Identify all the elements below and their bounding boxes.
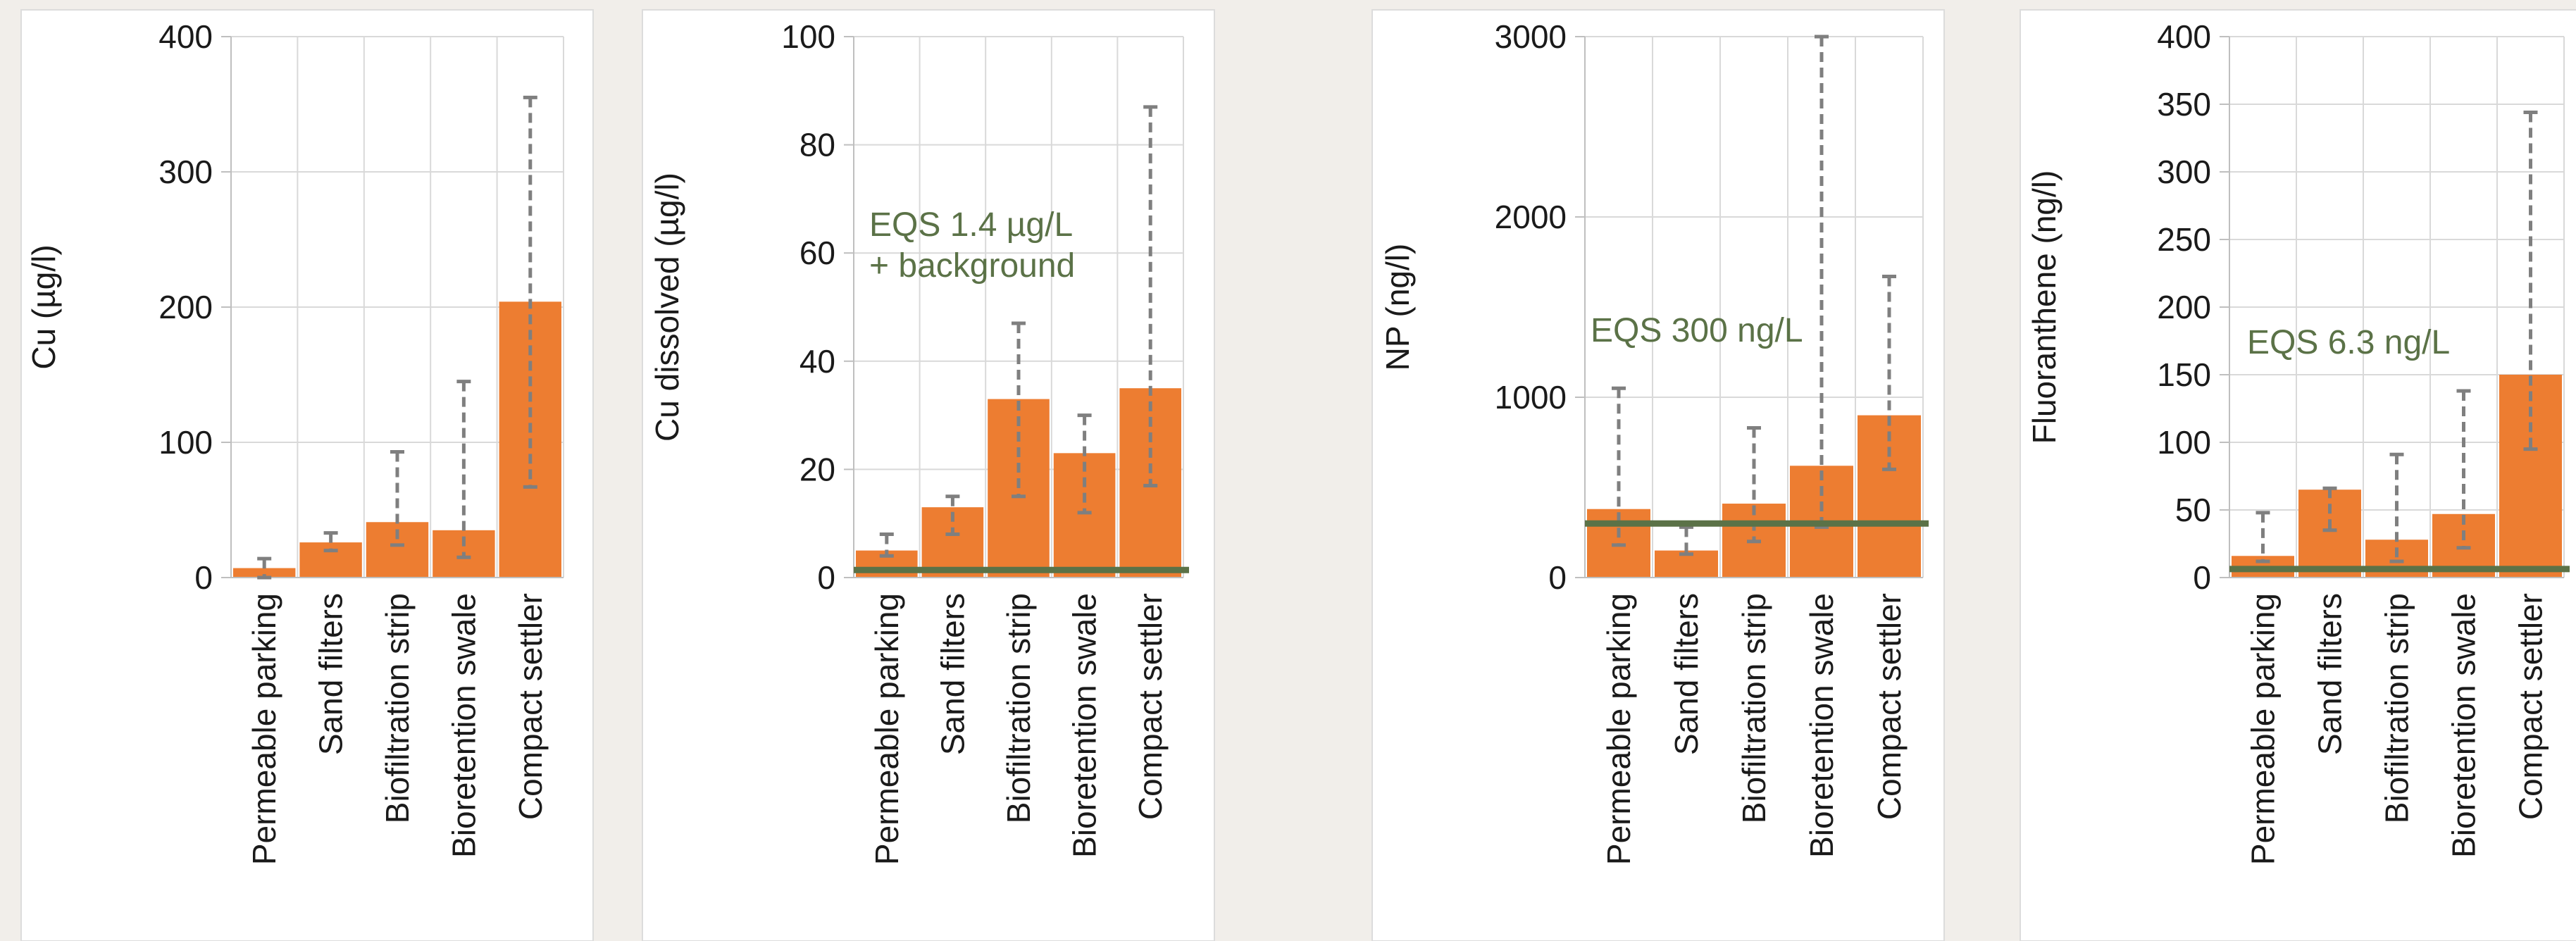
bar <box>2298 490 2361 578</box>
x-category-label: Compact settler <box>512 593 549 820</box>
bar <box>2499 375 2562 578</box>
x-category-label: Biofiltration strip <box>379 593 416 823</box>
y-tick-label: 0 <box>2193 559 2211 596</box>
chart-panel-1: 0 100 200 300 400 Cu (µg/l) Permeable parking S… <box>20 9 594 941</box>
y-tick-label: 50 <box>2175 492 2211 528</box>
x-category-label: Compact settler <box>2513 593 2549 820</box>
x-category-label: Permeable parking <box>1600 593 1637 865</box>
x-category-label: Sand filters <box>313 593 349 755</box>
y-tick-label: 0 <box>817 559 835 596</box>
chart-panel-2: 0 20 40 60 80 100 Cu dissolved (µg/l) Permeable… <box>642 9 1215 941</box>
y-tick-label: 20 <box>799 451 835 487</box>
bar <box>988 399 1050 578</box>
y-tick-label: 3000 <box>1495 18 1567 55</box>
y-tick-label: 60 <box>799 235 835 271</box>
x-category-label: Bioretention swale <box>445 593 482 858</box>
x-category-label: Bioretention swale <box>1803 593 1840 858</box>
eqs-annotation: EQS 300 ng/L <box>1591 312 1803 349</box>
eqs-annotation: EQS 1.4 µg/L <box>869 206 1073 244</box>
x-category-label: Bioretention swale <box>2446 593 2482 858</box>
panel-card <box>20 9 594 941</box>
y-axis-title: Cu dissolved (µg/l) <box>649 173 685 442</box>
x-category-label: Compact settler <box>1871 593 1908 820</box>
y-tick-label: 300 <box>158 154 213 190</box>
y-tick-label: 100 <box>781 18 835 55</box>
x-category-label: Compact settler <box>1132 593 1169 820</box>
y-axis-title: Cu (µg/l) <box>25 244 62 369</box>
y-tick-label: 2000 <box>1495 199 1567 235</box>
y-tick-label: 0 <box>194 559 213 596</box>
y-tick-label: 250 <box>2157 221 2211 258</box>
y-tick-label: 100 <box>158 424 213 461</box>
y-tick-label: 200 <box>2157 289 2211 325</box>
y-tick-label: 40 <box>799 343 835 380</box>
x-category-label: Bioretention swale <box>1066 593 1103 858</box>
chart-panel-3: 0 1000 2000 3000 NP (ng/l) Permeable parking S… <box>1371 9 1945 941</box>
y-tick-label: 400 <box>158 18 213 55</box>
y-tick-label: 200 <box>158 289 213 325</box>
y-tick-label: 1000 <box>1495 379 1567 416</box>
y-tick-label: 100 <box>2157 424 2211 461</box>
x-category-label: Sand filters <box>1668 593 1705 755</box>
bar <box>1858 415 1921 578</box>
x-category-label: Biofiltration strip <box>1736 593 1772 823</box>
y-axis-title: NP (ng/l) <box>1379 244 1416 371</box>
chart-panel-4: 0 50 100 150 200 250 300 350 400 Fluoranthene (ng… <box>2020 9 2576 941</box>
x-category-label: Permeable parking <box>869 593 905 865</box>
bar <box>1053 453 1116 578</box>
y-tick-label: 150 <box>2157 356 2211 393</box>
y-tick-label: 350 <box>2157 86 2211 123</box>
bar <box>233 568 296 578</box>
panel-card <box>2020 9 2576 941</box>
y-axis-title: Fluoranthene (ng/l) <box>2026 170 2062 444</box>
x-category-label: Sand filters <box>2312 593 2348 755</box>
eqs-annotation: + background <box>869 247 1075 285</box>
y-tick-label: 80 <box>799 127 835 163</box>
panel-card <box>642 9 1215 941</box>
y-tick-label: 300 <box>2157 154 2211 190</box>
bar <box>299 542 362 578</box>
x-category-label: Sand filters <box>934 593 971 755</box>
x-category-label: Biofiltration strip <box>2379 593 2415 823</box>
eqs-annotation: EQS 6.3 ng/L <box>2247 324 2450 361</box>
y-tick-label: 0 <box>1548 559 1567 596</box>
x-category-label: Permeable parking <box>246 593 282 865</box>
x-category-label: Permeable parking <box>2245 593 2282 865</box>
y-tick-label: 400 <box>2157 18 2211 55</box>
x-category-label: Biofiltration strip <box>1000 593 1037 823</box>
